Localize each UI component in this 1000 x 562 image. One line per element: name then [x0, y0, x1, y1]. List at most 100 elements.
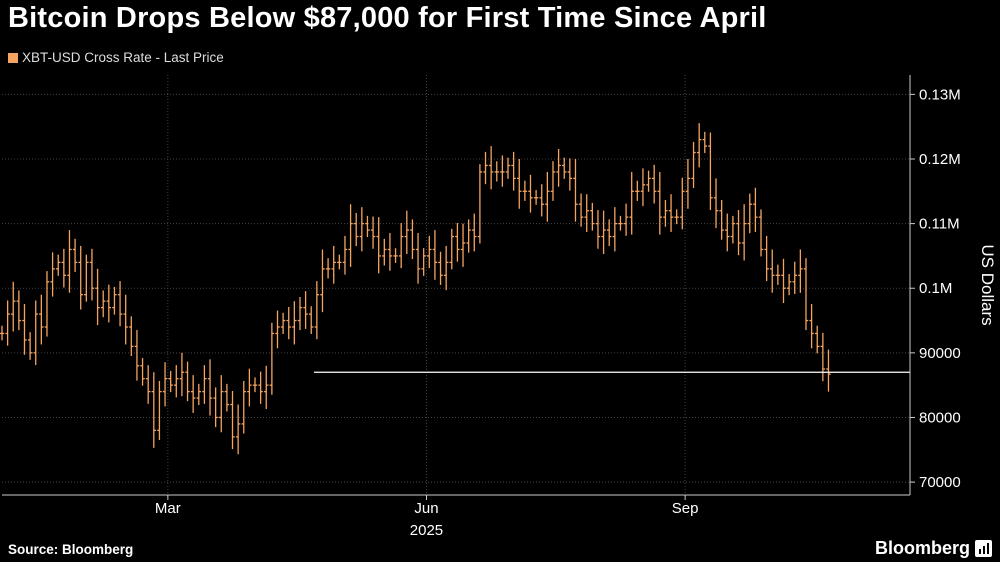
price-bar — [286, 306, 291, 340]
price-bar — [365, 215, 370, 238]
price-bar — [415, 232, 421, 284]
price-bar — [27, 332, 33, 360]
price-bar — [449, 228, 454, 270]
price-bar — [16, 290, 22, 331]
price-bar — [44, 271, 50, 337]
price-bar — [792, 261, 797, 294]
price-bar — [247, 368, 252, 407]
price-bar — [123, 294, 128, 345]
y-axis-title: US Dollars — [978, 244, 997, 325]
price-bar — [292, 301, 297, 345]
x-tick-label: Jun — [414, 500, 438, 517]
price-bar — [168, 370, 173, 393]
brand-icon — [975, 540, 992, 557]
price-bar — [539, 184, 544, 217]
price-bar — [640, 168, 646, 207]
price-bar — [719, 200, 724, 240]
year-label: 2025 — [410, 522, 443, 539]
price-bar — [241, 380, 246, 434]
y-tick-label: 70000 — [919, 474, 961, 491]
price-bar — [112, 286, 117, 315]
brand-name: Bloomberg — [874, 538, 970, 558]
price-bar — [393, 248, 398, 263]
price-bar — [736, 210, 741, 256]
price-bar — [494, 161, 499, 182]
price-bar — [438, 251, 443, 285]
y-tick-label: 0.1M — [919, 280, 952, 297]
price-bar — [584, 194, 589, 232]
price-bar — [78, 245, 83, 310]
axes: 70000 80000 90000 0.1M 0.11M 0.12M 0.13M Mar Jun… — [2, 75, 997, 539]
y-tick-label: 0.13M — [919, 86, 961, 103]
price-bar — [297, 296, 303, 331]
price-bar — [696, 123, 702, 168]
price-bar — [39, 294, 44, 345]
price-bar — [663, 200, 668, 227]
price-bar — [466, 219, 471, 253]
price-bar — [674, 209, 679, 225]
price-bar — [477, 164, 483, 244]
price-bar — [685, 159, 691, 209]
price-bar — [618, 215, 623, 231]
price-bar — [607, 219, 612, 247]
price-bar — [325, 258, 331, 279]
price-bar — [786, 274, 792, 296]
price-bar — [533, 190, 539, 205]
price-bar — [505, 157, 511, 179]
price-bar — [275, 310, 280, 349]
y-tick-label: 80000 — [919, 409, 961, 426]
price-bar — [230, 390, 235, 450]
price-bar — [101, 290, 106, 318]
price-bar — [691, 141, 696, 188]
price-bar — [145, 365, 151, 404]
price-bar — [337, 254, 342, 270]
price-bar — [162, 362, 168, 407]
price-bar — [179, 352, 185, 397]
price-bar — [56, 254, 61, 276]
price-bar — [646, 170, 651, 192]
price-bar — [269, 322, 275, 395]
price-bar — [50, 252, 55, 297]
price-bar — [140, 358, 145, 386]
price-bar — [590, 202, 595, 231]
price-bar — [309, 306, 314, 334]
price-bar — [708, 132, 713, 210]
legend: XBT-USD Cross Rate - Last Price — [8, 50, 224, 65]
price-bar — [421, 248, 426, 276]
price-bar — [556, 148, 561, 187]
price-bar — [398, 222, 404, 269]
price-bar — [72, 238, 78, 272]
price-bar — [820, 332, 826, 382]
price-bar — [764, 235, 769, 282]
price-bar — [601, 210, 606, 254]
price-bars — [0, 123, 831, 455]
price-bar — [213, 387, 218, 428]
price-bar — [629, 171, 634, 235]
price-bar — [190, 375, 196, 413]
price-bar — [432, 230, 438, 280]
price-bar — [264, 365, 269, 410]
price-bar — [680, 177, 685, 230]
price-bar — [741, 204, 747, 261]
y-tick-label: 0.12M — [919, 151, 961, 168]
price-bar — [258, 371, 263, 404]
price-bar — [815, 325, 820, 354]
price-bar — [370, 216, 376, 249]
x-tick-label: Sep — [672, 500, 699, 517]
price-bar — [803, 258, 809, 331]
price-bar — [0, 325, 5, 341]
y-tick-label: 90000 — [919, 345, 961, 362]
price-bar — [303, 291, 308, 329]
price-bar — [775, 264, 781, 285]
price-bar — [252, 377, 258, 393]
price-bar — [550, 161, 556, 201]
x-tick-label: Mar — [155, 500, 181, 517]
price-bar — [595, 210, 601, 249]
price-bar — [770, 249, 775, 293]
price-bar — [809, 304, 814, 349]
price-bar — [488, 146, 494, 190]
price-bar — [657, 171, 663, 235]
price-bar — [348, 204, 353, 267]
price-bar — [106, 284, 112, 323]
